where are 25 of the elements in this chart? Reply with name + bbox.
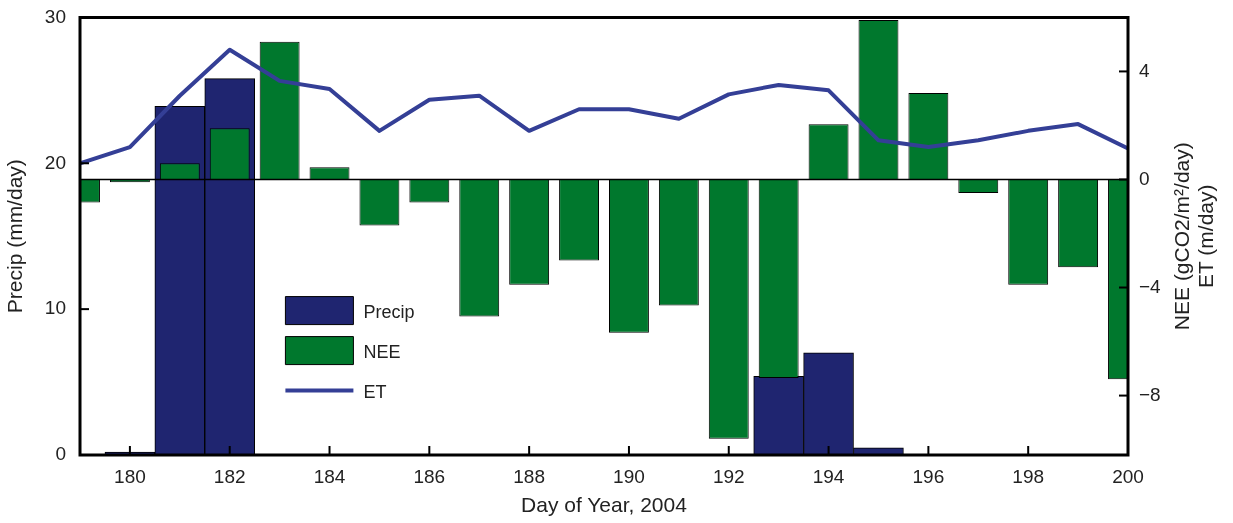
y-axis-title: Precip (mm/day) [3,159,27,314]
x-tick-label: 196 [912,465,945,487]
y-tick-label: 10 [44,297,66,319]
y2-tick-label: 4 [1139,59,1150,81]
y2-axis-title: NEE (gCO2/m²/day) ET (m/day) [1169,142,1217,331]
y-tick-label: 0 [55,443,66,465]
x-tick-label: 198 [1012,465,1045,487]
y-tick-label: 30 [44,5,66,27]
y2-tick-label: −8 [1139,383,1161,405]
y2-tick-label: 0 [1139,167,1150,189]
x-tick-label: 190 [613,465,645,487]
x-tick-label: 192 [712,465,745,487]
x-tick-label: 186 [413,465,446,487]
legend-label: Precip [363,301,415,322]
x-tick-label: 188 [513,465,545,487]
y-tick-label: 20 [44,151,66,173]
y2-tick-label: −4 [1139,275,1162,297]
x-tick-label: 182 [213,465,246,487]
legend-label: NEE [363,341,401,362]
x-axis-title: Day of Year, 2004 [521,493,688,517]
x-tick-label: 200 [1112,465,1144,487]
x-tick-label: 194 [812,465,845,487]
legend-label: ET [363,381,387,402]
x-tick-label: 180 [114,465,146,487]
x-tick-label: 184 [313,465,346,487]
